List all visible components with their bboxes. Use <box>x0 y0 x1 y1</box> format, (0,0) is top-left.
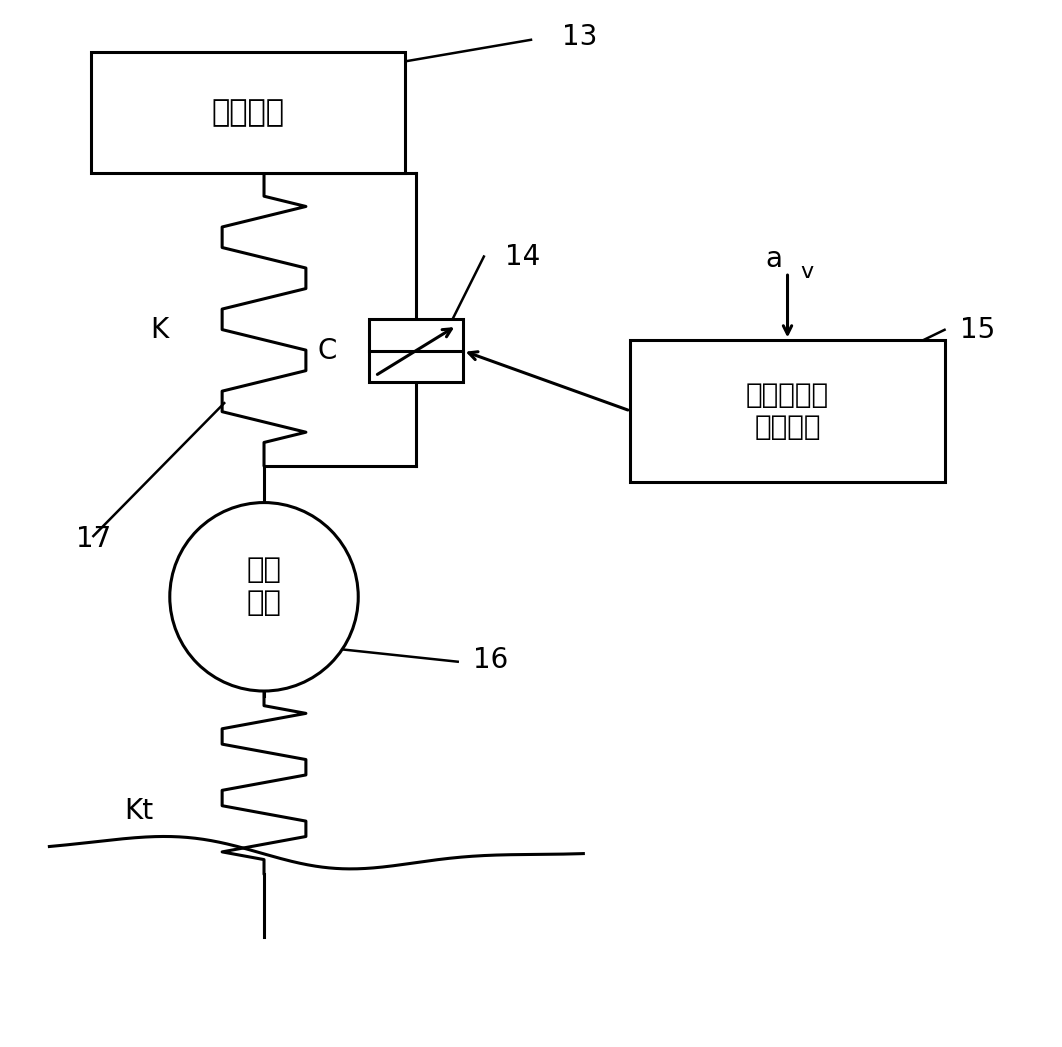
Text: Kt: Kt <box>124 798 153 825</box>
Bar <box>369 319 463 382</box>
Text: 14: 14 <box>504 243 541 270</box>
Bar <box>91 52 406 173</box>
Text: 车轮
质量: 车轮 质量 <box>246 556 281 617</box>
Text: a: a <box>766 245 783 272</box>
Text: C: C <box>318 337 337 364</box>
Circle shape <box>170 503 358 691</box>
Text: 17: 17 <box>75 526 110 553</box>
Text: 16: 16 <box>474 646 509 673</box>
Text: 半主动悬架
控制单元: 半主动悬架 控制单元 <box>746 381 829 441</box>
Bar <box>631 340 944 482</box>
Text: 15: 15 <box>960 316 995 343</box>
Text: 悬挂质量: 悬挂质量 <box>211 98 285 127</box>
Text: 13: 13 <box>563 23 598 50</box>
Text: K: K <box>150 316 169 343</box>
Text: v: v <box>800 262 813 283</box>
